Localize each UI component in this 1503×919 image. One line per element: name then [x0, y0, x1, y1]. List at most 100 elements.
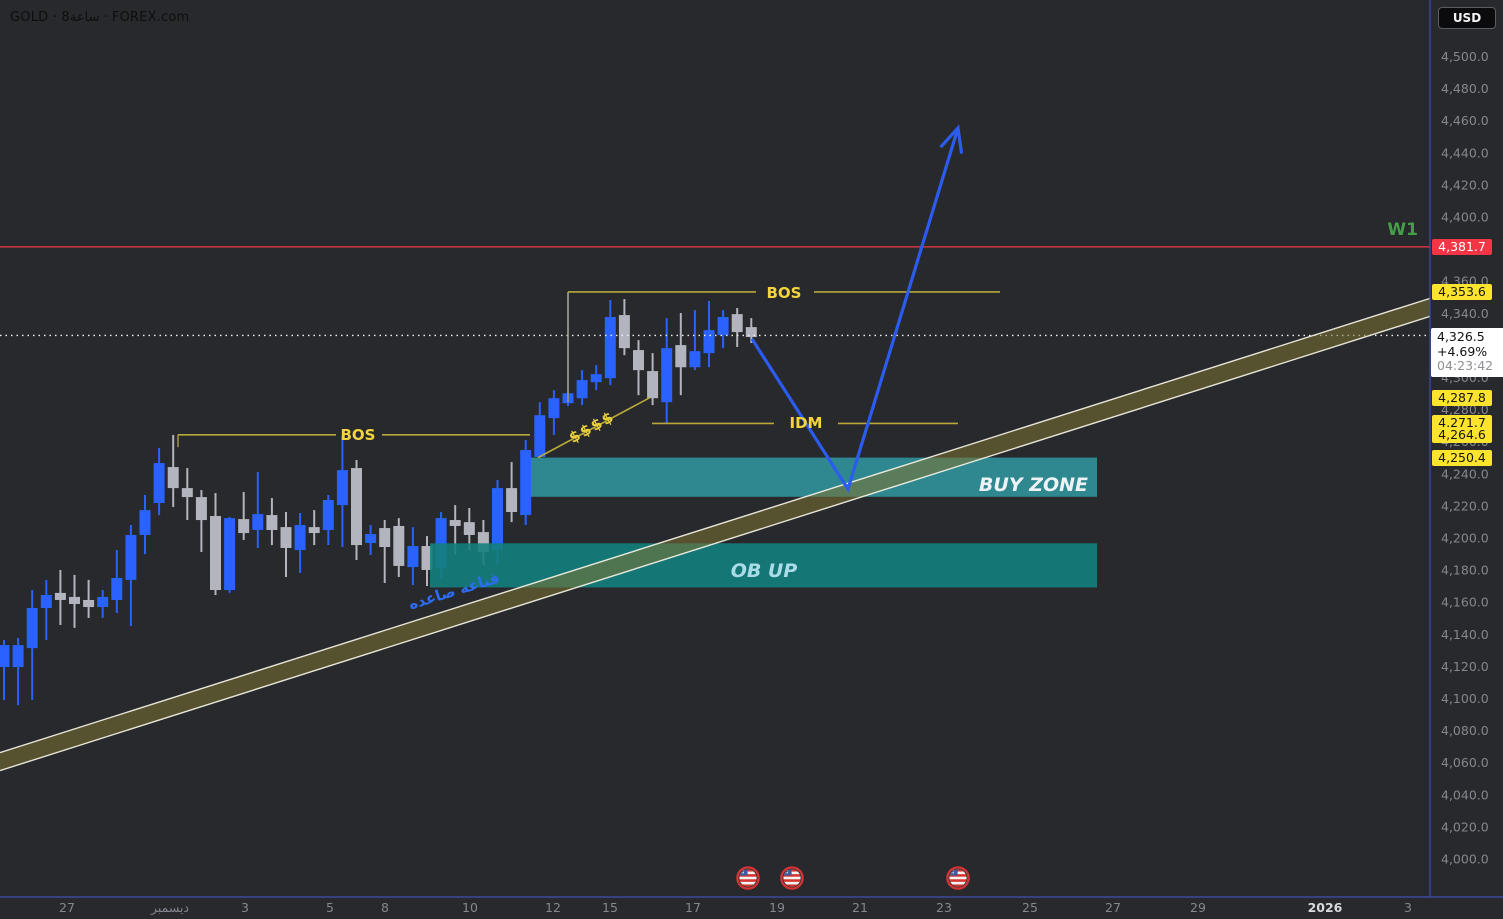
candle	[83, 579, 95, 618]
candle	[731, 308, 743, 348]
time-tick: 25	[1022, 900, 1038, 915]
last-price-box: 4,326.5 +4.69% 04:23:42	[1431, 328, 1503, 377]
candle	[647, 353, 659, 406]
candle	[54, 569, 66, 626]
price-tick: 4,060.0	[1441, 755, 1489, 770]
price-tick: 4,340.0	[1441, 306, 1489, 321]
time-tick: 27	[59, 900, 75, 915]
candle	[407, 527, 419, 586]
candle	[125, 525, 137, 626]
buy-zone[interactable]	[531, 457, 1097, 497]
candle	[210, 493, 221, 595]
price-tick: 4,220.0	[1441, 498, 1489, 513]
candle	[590, 365, 602, 391]
time-tick: 19	[769, 900, 785, 915]
candle	[421, 536, 433, 587]
time-axis[interactable]: 27 ديسمبر 3 5 8 10 12 15 17 19 21 23 25 27 29 2026 3	[59, 900, 1412, 916]
price-tick: 4,420.0	[1441, 177, 1489, 192]
price-tick: 4,080.0	[1441, 723, 1489, 738]
channel-upper-edge[interactable]	[0, 297, 1431, 754]
candle	[252, 472, 264, 548]
price-tick: 4,140.0	[1441, 627, 1489, 642]
price-label-w1: 4,381.7	[1432, 239, 1492, 255]
bos-left-label[interactable]: BOS	[340, 426, 376, 444]
time-tick: 3	[241, 900, 249, 915]
candle	[69, 574, 80, 628]
price-tick: 4,160.0	[1441, 595, 1489, 610]
economic-event-us-flag-icon[interactable]	[736, 866, 760, 890]
price-tick: 4,020.0	[1441, 819, 1489, 834]
candle	[266, 498, 278, 546]
buy-zone-label[interactable]: BUY ZONE	[978, 474, 1088, 496]
price-tick: 4,180.0	[1441, 563, 1489, 578]
candle	[280, 512, 292, 578]
time-tick: 5	[326, 900, 334, 915]
time-tick: 2026	[1308, 900, 1343, 915]
time-tick: 17	[685, 900, 701, 915]
price-tick: 4,100.0	[1441, 691, 1489, 706]
price-label-4250: 4,250.4	[1432, 450, 1492, 466]
candle	[97, 590, 109, 618]
candle	[576, 370, 588, 406]
candle	[365, 525, 377, 556]
candle	[153, 447, 165, 516]
w1-level-label[interactable]: W1	[1387, 220, 1418, 240]
candle	[40, 579, 52, 641]
candle	[351, 460, 362, 561]
candle	[308, 510, 320, 546]
candles-series	[0, 291, 757, 706]
candle	[379, 520, 391, 583]
candle	[393, 518, 405, 578]
channel-lower-edge[interactable]	[0, 315, 1431, 772]
currency-usd-button[interactable]: USD	[1438, 7, 1496, 29]
price-tick: 4,120.0	[1441, 659, 1489, 674]
candle	[675, 312, 687, 396]
money-trail-line[interactable]	[537, 396, 651, 459]
time-tick: 29	[1190, 900, 1206, 915]
price-tick: 4,200.0	[1441, 531, 1489, 546]
candle	[506, 462, 518, 523]
candle	[336, 435, 348, 548]
time-tick: 27	[1105, 900, 1121, 915]
candle	[238, 491, 250, 540]
price-label-bos: 4,353.6	[1432, 284, 1492, 300]
price-tick: 4,440.0	[1441, 145, 1489, 160]
candle	[294, 512, 306, 574]
last-price-value: 4,326.5	[1437, 329, 1485, 344]
candle	[224, 516, 236, 593]
price-label-bos-left: 4,264.6	[1432, 427, 1492, 443]
ob-up-label[interactable]: OB UP	[730, 560, 798, 582]
economic-event-us-flag-icon[interactable]	[946, 866, 970, 890]
candle	[548, 390, 560, 435]
candle	[618, 299, 630, 356]
time-tick: 21	[852, 900, 868, 915]
price-tick: 4,500.0	[1441, 49, 1489, 64]
candle	[633, 340, 644, 396]
ascending-channel-band[interactable]	[0, 298, 1430, 771]
candle	[0, 640, 10, 701]
candle	[745, 318, 757, 344]
last-price-change: +4.69%	[1437, 343, 1488, 359]
idm-label[interactable]: IDM	[789, 414, 823, 432]
economic-event-us-flag-icon[interactable]	[780, 866, 804, 890]
candle	[181, 468, 193, 521]
price-tick: 4,400.0	[1441, 210, 1489, 225]
candle	[463, 508, 475, 551]
candle	[139, 495, 151, 555]
candle	[111, 550, 123, 613]
bos-left-line[interactable]	[177, 434, 530, 448]
candle	[195, 490, 207, 552]
time-tick: 10	[462, 900, 478, 915]
symbol-title[interactable]: GOLD · 8ساعة · FOREX.com	[10, 10, 190, 25]
candle	[703, 300, 715, 368]
time-tick: 23	[936, 900, 952, 915]
bos-top-label[interactable]: BOS	[766, 284, 802, 302]
time-tick: ديسمبر	[150, 900, 189, 916]
price-tick: 4,460.0	[1441, 113, 1489, 128]
projection-arrow[interactable]	[750, 127, 960, 493]
price-tick: 4,240.0	[1441, 466, 1489, 481]
projection-arrowhead[interactable]	[939, 124, 964, 154]
candle	[689, 310, 701, 371]
